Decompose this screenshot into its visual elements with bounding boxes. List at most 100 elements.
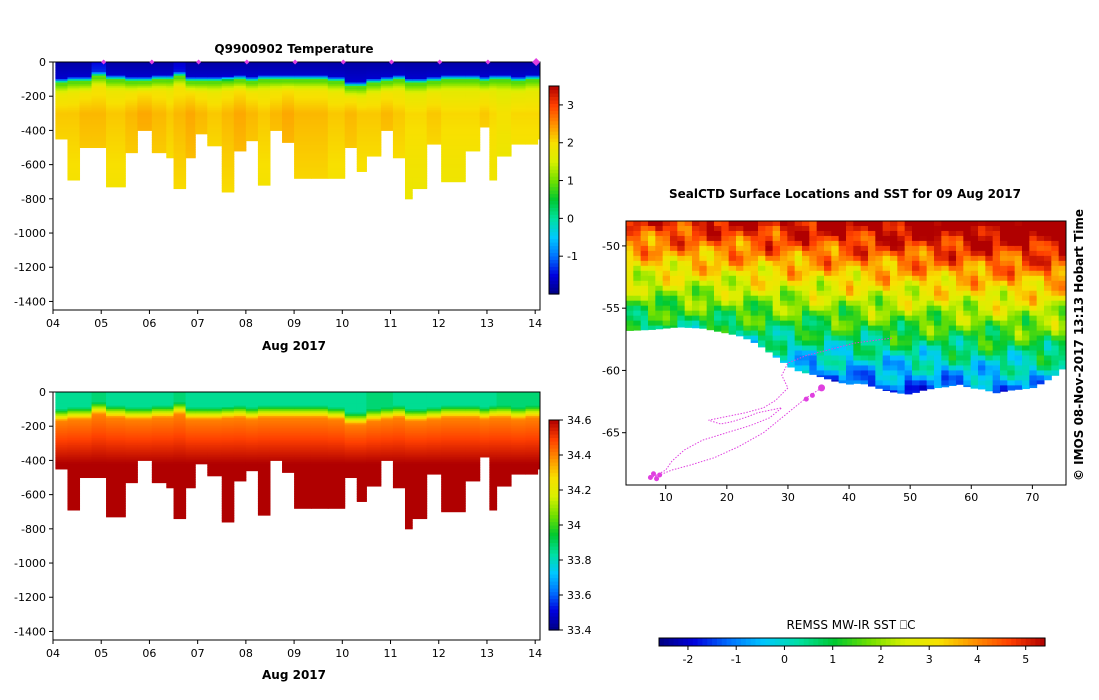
salinity-cell	[221, 482, 235, 485]
temperature-cell	[489, 120, 498, 123]
temperature-cell	[173, 87, 187, 90]
salinity-cell	[404, 472, 413, 475]
temperature-cell	[173, 126, 187, 130]
salinity-cell	[106, 398, 126, 402]
salinity-cell	[465, 412, 481, 415]
salinity-cell	[441, 431, 466, 434]
salinity-cell	[441, 402, 466, 405]
temperature-cell	[294, 82, 312, 85]
salinity-cell	[356, 393, 367, 396]
map-sst-cell	[626, 310, 634, 317]
temperature-cell	[489, 174, 498, 178]
temperature-cell	[151, 96, 167, 99]
temperature-cell	[151, 75, 167, 78]
temperature-cell	[426, 106, 442, 109]
temperature-cell	[91, 111, 107, 114]
temperature-cell	[489, 178, 498, 181]
salinity-cell	[489, 480, 498, 484]
temperature-cell	[441, 73, 466, 77]
temperature-cell	[496, 62, 512, 65]
temperature-cell	[327, 79, 346, 82]
temperature-cell	[282, 128, 295, 131]
salinity-cell	[257, 475, 271, 479]
salinity-cell	[55, 448, 68, 451]
temperature-cell	[356, 89, 367, 92]
temperature-cell	[137, 87, 153, 90]
salinity-cell	[465, 479, 481, 482]
salinity-cell	[310, 436, 329, 439]
map-sst-cell	[736, 320, 744, 327]
salinity-cell	[106, 467, 126, 470]
salinity-cell	[465, 438, 481, 441]
salinity-cell	[257, 427, 271, 431]
temperature-cell	[366, 97, 382, 101]
temperature-cell	[525, 125, 539, 128]
temperature-cell	[511, 91, 527, 94]
salinity-cell	[537, 458, 540, 461]
salinity-cell	[257, 479, 271, 482]
temperature-cell	[412, 87, 428, 90]
salinity-cell	[392, 392, 406, 395]
salinity-cell	[327, 400, 346, 403]
salinity-cell	[245, 410, 259, 414]
salinity-cell	[221, 424, 235, 427]
salinity-cell	[67, 409, 81, 412]
temperature-cell	[465, 96, 481, 99]
temperature-cell	[525, 106, 539, 109]
temperature-cell	[479, 113, 490, 116]
temperature-cell	[195, 113, 208, 116]
salinity-cell	[185, 392, 196, 395]
salinity-cell	[489, 407, 498, 410]
temperature-colorbar-frame	[548, 85, 560, 295]
salinity-cell	[106, 438, 126, 441]
temperature-cell	[537, 85, 540, 89]
temperature-cell	[91, 92, 107, 95]
temperature-cell	[269, 67, 283, 70]
temperature-cell	[294, 91, 312, 94]
salinity-cell	[137, 434, 153, 437]
temperature-cell	[185, 149, 196, 152]
map-sst-cell	[662, 225, 671, 232]
temperature-cell	[327, 121, 346, 125]
temperature-cell	[221, 144, 235, 147]
salinity-cell	[511, 446, 527, 449]
temperature-cell	[173, 85, 187, 89]
temperature-cell	[496, 72, 512, 75]
temperature-cell	[310, 85, 329, 89]
salinity-cell	[282, 410, 295, 414]
map-sst-cell	[736, 275, 744, 282]
salinity-cell	[496, 468, 512, 472]
temperature-cell	[195, 77, 208, 80]
salinity-cell	[537, 419, 540, 422]
salinity-colorbar-segment	[549, 619, 559, 624]
salinity-cell	[173, 453, 187, 456]
temperature-cell	[404, 171, 413, 174]
salinity-cell	[137, 393, 153, 396]
salinity-cell	[525, 465, 539, 468]
temperature-cell	[366, 82, 382, 85]
salinity-cell	[137, 410, 153, 414]
salinity-cell	[55, 436, 68, 439]
salinity-cell	[79, 451, 93, 455]
temperature-cell	[426, 140, 442, 143]
salinity-cell	[106, 494, 126, 497]
temperature-cell	[344, 118, 358, 121]
map-sst-cell	[626, 305, 634, 312]
map-sst-cell	[743, 285, 752, 292]
temperature-cell	[137, 115, 153, 118]
salinity-cell	[489, 506, 498, 509]
salinity-cell	[233, 433, 247, 436]
temperature-cell	[67, 118, 81, 121]
salinity-colorbar-segment	[549, 458, 559, 463]
temperature-cell	[207, 142, 223, 145]
temperature-cell	[412, 166, 428, 169]
temperature-cell	[79, 135, 93, 138]
temperature-cell	[67, 87, 81, 90]
map-sst-cell	[640, 325, 649, 331]
map-sst-cell	[626, 270, 634, 277]
temperature-cell	[233, 125, 247, 128]
temperature-cell	[496, 111, 512, 114]
salinity-cell	[173, 414, 187, 417]
salinity-cell	[489, 403, 498, 407]
salinity-cell	[327, 496, 346, 499]
